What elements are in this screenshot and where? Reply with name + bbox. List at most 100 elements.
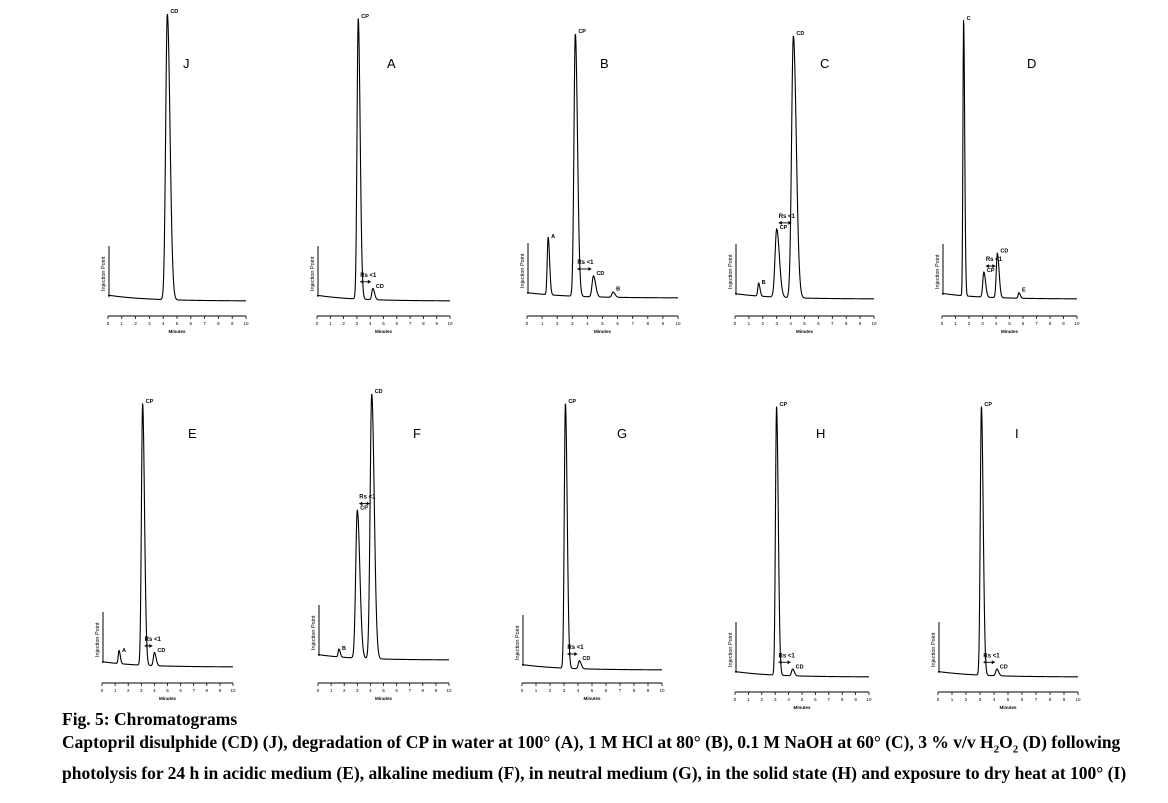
x-tick-label: 3	[148, 321, 151, 326]
peak-label-cd: CD	[796, 664, 804, 670]
x-tick-label: 7	[831, 321, 834, 326]
injection-point-label: Injection Point	[101, 256, 107, 291]
chromatogram-trace	[526, 33, 678, 299]
peak-label-cd: CD	[596, 271, 604, 277]
x-tick-label: 10	[446, 688, 452, 693]
injection-point-label: Injection Point	[311, 615, 317, 650]
x-tick-label: 6	[395, 688, 398, 693]
x-tick-label: 7	[408, 688, 411, 693]
x-tick-label: 5	[1008, 321, 1011, 326]
peak-label-cd: CD	[796, 31, 804, 37]
x-tick-label: 9	[854, 697, 857, 702]
chromatogram-panel-j: Injection Point CD J 0 1 2 3 4 5 6 7 8 9 10 Minutes	[101, 9, 249, 334]
x-tick-label: 8	[422, 321, 425, 326]
x-tick-label: 5	[176, 321, 179, 326]
x-tick-label: 8	[633, 688, 636, 693]
x-tick-label: 1	[330, 688, 333, 693]
peak-label-cp: CP	[578, 29, 586, 35]
rs-label: Rs <1	[986, 257, 1003, 263]
x-tick-label: 5	[166, 688, 169, 693]
x-tick-label: 1	[541, 321, 544, 326]
chromatogram-trace	[101, 403, 233, 668]
x-tick-label: 5	[801, 697, 804, 702]
injection-point-label: Injection Point	[728, 632, 734, 667]
rs-label: Rs <1	[359, 495, 376, 501]
x-axis-label: Minutes	[999, 705, 1016, 710]
x-tick-label: 7	[1035, 321, 1038, 326]
injection-point-label: Injection Point	[515, 625, 521, 660]
x-tick-label: 8	[845, 321, 848, 326]
panel-letter: G	[617, 426, 627, 441]
panel-letter: C	[820, 56, 829, 71]
chromatogram-panel-b: Injection Point A CP CD B Rs <1 B 0 1 2 3 4 5 6 7 8 9 10 M…	[520, 29, 681, 334]
x-tick-label: 1	[329, 321, 332, 326]
chromatogram-trace	[937, 406, 1078, 678]
rs-arrowheads	[983, 660, 995, 665]
peak-label-e: E	[1022, 287, 1026, 293]
x-tick-label: 3	[774, 697, 777, 702]
x-tick-label: 2	[968, 321, 971, 326]
x-tick-label: 6	[1021, 697, 1024, 702]
peak-label-cp: CP	[361, 14, 369, 20]
x-tick-label: 1	[535, 688, 538, 693]
x-axis-label: Minutes	[375, 329, 392, 334]
x-tick-label: 0	[526, 321, 529, 326]
x-tick-label: 5	[591, 688, 594, 693]
chromatogram-panel-e: Injection Point A CP CD Rs <1 E 0 1 2 3 4 5 6 7 8 9 10 Mi…	[95, 399, 236, 701]
panel-letter: A	[387, 56, 396, 71]
rs-arrowheads	[985, 264, 996, 269]
panel-letter: B	[600, 56, 609, 71]
x-axis-label: Minutes	[159, 696, 176, 701]
peak-label-c: C	[967, 16, 971, 22]
x-tick-label: 0	[734, 697, 737, 702]
peak-label-cp: CP	[568, 399, 576, 405]
x-tick-label: 6	[814, 697, 817, 702]
chromatogram-trace	[941, 19, 1077, 300]
x-tick-label: 1	[121, 321, 124, 326]
peak-label-b: B	[342, 646, 346, 652]
x-tick-label: 3	[571, 321, 574, 326]
x-tick-label: 3	[356, 321, 359, 326]
panel-letter: J	[183, 56, 190, 71]
x-tick-label: 0	[107, 321, 110, 326]
x-tick-label: 8	[841, 697, 844, 702]
caption-text-1: Captopril disulphide (CD) (J), degradati…	[62, 732, 994, 752]
rs-label: Rs <1	[779, 214, 796, 220]
x-tick-label: 8	[217, 321, 220, 326]
x-tick-label: 5	[382, 688, 385, 693]
x-tick-label: 1	[951, 697, 954, 702]
x-tick-label: 3	[981, 321, 984, 326]
x-tick-label: 2	[556, 321, 559, 326]
x-tick-label: 7	[192, 688, 195, 693]
x-tick-label: 8	[422, 688, 425, 693]
rs-arrowheads	[144, 643, 153, 648]
panel-letter: H	[816, 426, 825, 441]
x-tick-label: 7	[631, 321, 634, 326]
injection-point-label: Injection Point	[95, 622, 101, 657]
x-tick-label: 4	[577, 688, 580, 693]
caption-sub-2: 2	[1012, 743, 1019, 756]
x-tick-label: 2	[762, 321, 765, 326]
peak-label-cd: CD	[375, 389, 383, 395]
peak-label-cp: CP	[146, 399, 154, 405]
x-tick-label: 10	[243, 321, 249, 326]
chromatogram-trace	[734, 406, 869, 678]
peak-label-a: A	[122, 648, 126, 654]
x-tick-label: 6	[1022, 321, 1025, 326]
x-tick-label: 4	[162, 321, 165, 326]
x-tick-label: 5	[601, 321, 604, 326]
panel-letter: E	[188, 426, 197, 441]
x-tick-label: 6	[396, 321, 399, 326]
peak-label-a: A	[551, 234, 555, 240]
peak-label-cd: CD	[157, 648, 165, 654]
chromatogram-trace	[521, 403, 662, 671]
x-tick-label: 10	[866, 697, 872, 702]
x-tick-label: 4	[995, 321, 998, 326]
chromatogram-trace	[316, 18, 450, 302]
x-tick-label: 4	[369, 321, 372, 326]
caption-text-3: (D) following photolysis for 24 h in aci…	[62, 732, 1127, 783]
x-tick-label: 9	[435, 321, 438, 326]
x-tick-label: 6	[817, 321, 820, 326]
x-tick-label: 8	[1049, 697, 1052, 702]
